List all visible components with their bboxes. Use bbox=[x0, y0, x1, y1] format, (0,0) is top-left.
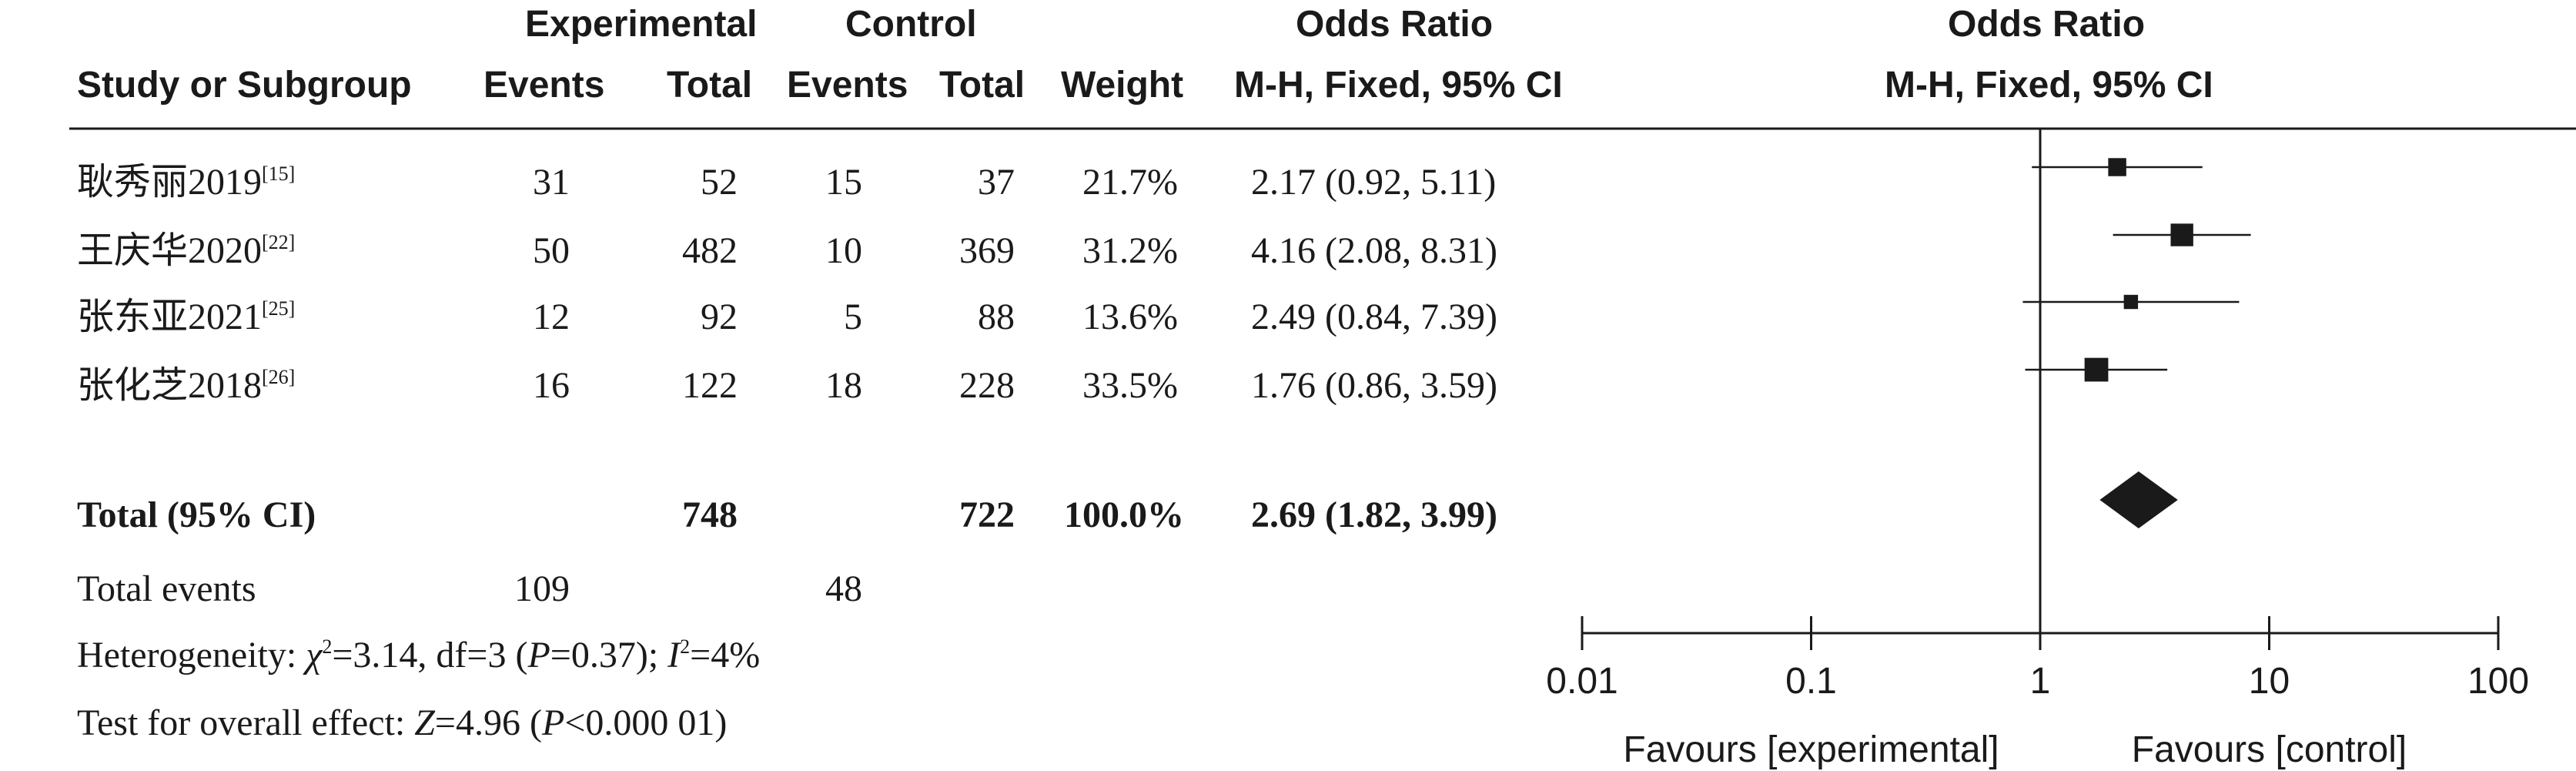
events-control: 15 bbox=[825, 162, 862, 203]
events-experimental: 12 bbox=[533, 297, 570, 337]
header-events-control: Events bbox=[787, 65, 908, 106]
odds-ratio-ci: 2.17 (0.92, 5.11) bbox=[1251, 162, 1497, 203]
events-experimental: 31 bbox=[533, 162, 570, 203]
tick-label: 0.1 bbox=[1785, 661, 1837, 702]
header-control: Control bbox=[845, 4, 977, 45]
tick-label: 0.01 bbox=[1546, 661, 1618, 702]
total-experimental: 92 bbox=[701, 297, 738, 337]
point-estimate bbox=[2170, 223, 2193, 246]
events-control: 18 bbox=[825, 365, 862, 406]
total-experimental: 482 bbox=[682, 230, 738, 271]
point-estimate bbox=[2123, 294, 2139, 310]
header-weight: Weight bbox=[1061, 65, 1184, 106]
study-reference: [22] bbox=[262, 231, 296, 253]
header-study-or-subgroup: Study or Subgroup bbox=[77, 65, 412, 106]
events-control: 5 bbox=[844, 297, 862, 337]
study-name: 耿秀丽2019[15] bbox=[77, 162, 296, 203]
header-method-table: M-H, Fixed, 95% CI bbox=[1234, 65, 1563, 106]
total-events-experimental: 109 bbox=[514, 568, 570, 609]
tick-label: 100 bbox=[2467, 661, 2529, 702]
total-experimental: 122 bbox=[682, 365, 738, 406]
header-events-experimental: Events bbox=[483, 65, 605, 106]
study-reference: [25] bbox=[262, 297, 296, 320]
header-method-plot: M-H, Fixed, 95% CI bbox=[1885, 65, 2213, 106]
study-reference: [26] bbox=[262, 366, 296, 388]
total-weight: 100.0% bbox=[1064, 494, 1184, 535]
heterogeneity-statistics: Heterogeneity: χ2=3.14, df=3 (P=0.37); I… bbox=[77, 635, 761, 675]
total-control: 369 bbox=[959, 230, 1015, 271]
weight: 31.2% bbox=[1082, 230, 1178, 271]
overall-effect-test: Test for overall effect: Z=4.96 (P<0.000… bbox=[77, 702, 728, 743]
total-events-label: Total events bbox=[77, 568, 256, 609]
favours-experimental-label: Favours [experimental] bbox=[1623, 729, 1999, 770]
study-name: 王庆华2020[22] bbox=[77, 230, 296, 271]
point-estimate bbox=[2084, 357, 2109, 382]
total-control: 228 bbox=[959, 365, 1015, 406]
tick-label: 10 bbox=[2249, 661, 2290, 702]
events-experimental: 50 bbox=[533, 230, 570, 271]
odds-ratio-ci: 1.76 (0.86, 3.59) bbox=[1251, 365, 1497, 406]
tick-label: 1 bbox=[2030, 661, 2051, 702]
total-experimental: 748 bbox=[682, 494, 738, 535]
total-label: Total (95% CI) bbox=[77, 494, 316, 535]
events-experimental: 16 bbox=[533, 365, 570, 406]
weight: 21.7% bbox=[1082, 162, 1178, 203]
study-name: 张东亚2021[25] bbox=[77, 297, 296, 337]
weight: 33.5% bbox=[1082, 365, 1178, 406]
total-events-control: 48 bbox=[825, 568, 862, 609]
events-control: 10 bbox=[825, 230, 862, 271]
header-odds-ratio-table: Odds Ratio bbox=[1296, 4, 1494, 45]
point-estimate bbox=[2108, 158, 2126, 176]
header-total-experimental: Total bbox=[667, 65, 753, 106]
study-reference: [15] bbox=[262, 163, 296, 185]
total-odds-ratio-ci: 2.69 (1.82, 3.99) bbox=[1251, 494, 1497, 535]
weight: 13.6% bbox=[1082, 297, 1178, 337]
study-name: 张化芝2018[26] bbox=[77, 365, 296, 406]
header-experimental: Experimental bbox=[525, 4, 758, 45]
summary-diamond bbox=[2099, 471, 2178, 528]
odds-ratio-ci: 4.16 (2.08, 8.31) bbox=[1251, 230, 1497, 271]
total-control: 722 bbox=[959, 494, 1015, 535]
favours-control-label: Favours [control] bbox=[2132, 729, 2407, 770]
odds-ratio-ci: 2.49 (0.84, 7.39) bbox=[1251, 297, 1497, 337]
header-total-control: Total bbox=[939, 65, 1025, 106]
total-experimental: 52 bbox=[701, 162, 738, 203]
total-control: 37 bbox=[978, 162, 1015, 203]
header-odds-ratio-plot: Odds Ratio bbox=[1948, 4, 2146, 45]
total-control: 88 bbox=[978, 297, 1015, 337]
